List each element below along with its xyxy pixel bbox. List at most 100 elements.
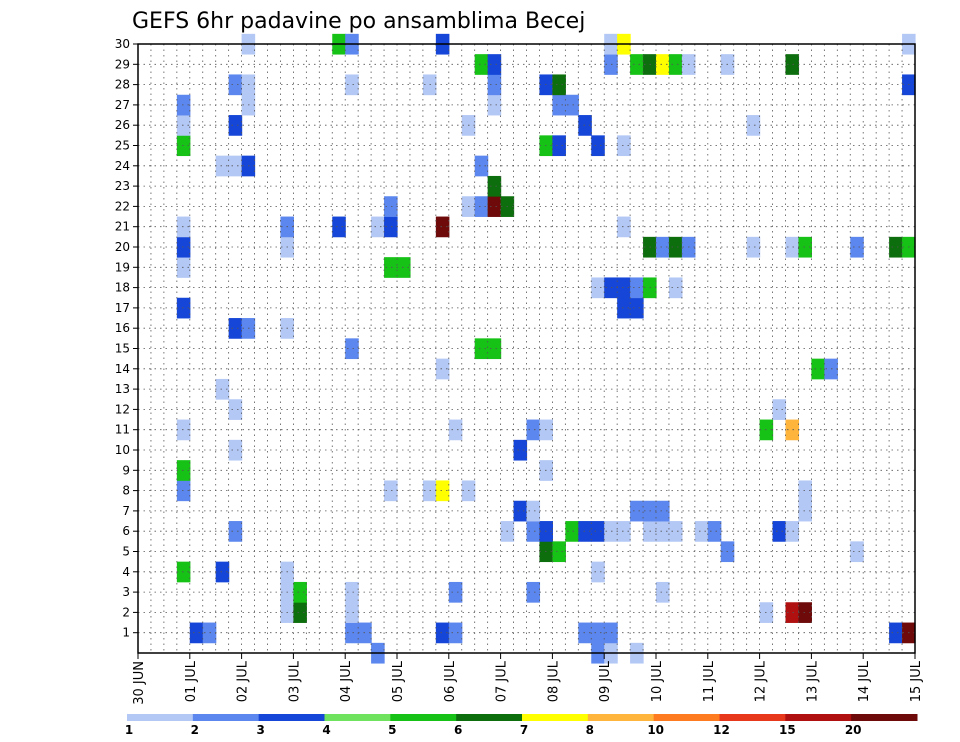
heatmap-cell — [591, 622, 605, 644]
heatmap-cell — [668, 521, 683, 542]
heatmap-cell — [176, 236, 191, 258]
y-tick-label: 26 — [115, 118, 130, 132]
heatmap-cell — [293, 602, 307, 623]
heatmap-cell — [707, 521, 722, 542]
heatmap-cell — [617, 277, 631, 299]
heatmap-cell — [591, 277, 605, 299]
x-tick-label: 10 JUL — [650, 660, 665, 702]
colorbar-swatch — [127, 714, 194, 721]
heatmap-cell — [332, 216, 346, 238]
y-tick-label: 2 — [122, 605, 130, 619]
heatmap-cell — [487, 338, 502, 360]
heatmap-cell — [215, 561, 230, 583]
heatmap-cell — [487, 196, 502, 217]
x-tick-label: 14 JUL — [857, 660, 872, 702]
y-tick-label: 13 — [115, 382, 130, 396]
heatmap-cell — [228, 74, 243, 96]
y-tick-label: 20 — [115, 240, 130, 254]
heatmap-cell — [526, 419, 541, 441]
heatmap-cell — [552, 541, 566, 563]
x-tick-label: 04 JUL — [339, 660, 354, 702]
heatmap-cell — [384, 216, 398, 238]
heatmap-cell — [228, 521, 243, 542]
heatmap-cell — [591, 135, 605, 157]
heatmap-cell — [850, 541, 864, 563]
y-tick-label: 8 — [122, 484, 130, 498]
heatmap-cell — [604, 54, 618, 75]
heatmap-cell — [487, 175, 502, 197]
x-tick-label: 02 JUL — [236, 660, 251, 702]
colorbar-swatch — [456, 714, 523, 721]
heatmap-cell — [604, 622, 618, 644]
colorbar-swatch — [192, 714, 260, 721]
heatmap-cell — [565, 94, 579, 116]
heatmap-cell — [435, 216, 450, 238]
heatmap-cell — [176, 419, 191, 441]
heatmap-cell — [228, 115, 243, 136]
heatmap-cell — [345, 338, 359, 360]
heatmap-cell — [176, 94, 191, 116]
colorbar-swatch — [587, 714, 655, 721]
heatmap-cell — [552, 135, 566, 157]
heatmap-cell — [215, 378, 230, 400]
y-tick-label: 16 — [115, 321, 130, 335]
y-tick-label: 9 — [122, 463, 130, 477]
heatmap-cell — [513, 500, 528, 522]
heatmap-cell — [656, 500, 670, 522]
heatmap-cell — [798, 480, 812, 502]
y-axis: 1234567891011121314151617181920212223242… — [115, 37, 138, 640]
y-tick-label: 19 — [115, 260, 130, 274]
heatmap-cell — [176, 135, 191, 157]
colorbar-label: 4 — [322, 723, 330, 737]
x-tick-label: 12 JUL — [754, 660, 769, 702]
colorbar-label: 6 — [454, 723, 462, 737]
heatmap-cell — [552, 74, 566, 96]
x-tick-label: 09 JUL — [598, 660, 613, 702]
heatmap-cell — [656, 521, 670, 542]
heatmap-cell — [772, 521, 787, 542]
y-tick-label: 4 — [122, 565, 130, 579]
heatmap-cell — [176, 480, 191, 502]
y-tick-label: 1 — [122, 626, 130, 640]
heatmap-cell — [176, 460, 191, 481]
heatmap-cell — [228, 155, 243, 177]
heatmap-cell — [630, 277, 644, 299]
colorbar-swatch — [785, 714, 852, 721]
colorbar-label: 5 — [388, 723, 396, 737]
heatmap-cell — [448, 581, 463, 603]
x-tick-label: 08 JUL — [546, 660, 561, 702]
heatmap-cell — [850, 236, 864, 258]
colorbar-swatch — [324, 714, 391, 721]
heatmap-cell — [487, 54, 502, 75]
heatmap-cell — [798, 236, 812, 258]
heatmap-cell — [189, 622, 204, 644]
heatmap-cell — [228, 439, 243, 461]
y-tick-label: 25 — [115, 139, 130, 153]
y-tick-label: 14 — [115, 362, 130, 376]
heatmap-cell — [591, 521, 605, 542]
heatmap-cell — [215, 155, 230, 177]
colorbar-swatch — [258, 714, 325, 721]
x-tick-label: 01 JUL — [184, 660, 199, 702]
colorbar-label: 8 — [586, 723, 594, 737]
heatmap-cell — [345, 602, 359, 623]
heatmap-cell — [526, 500, 541, 522]
y-tick-label: 27 — [115, 98, 130, 112]
y-tick-label: 17 — [115, 301, 130, 315]
y-tick-label: 30 — [115, 37, 130, 51]
heatmap-cell — [384, 257, 398, 278]
heatmap-cell — [293, 581, 307, 603]
heatmap-cell — [746, 236, 761, 258]
colorbar-label: 2 — [191, 723, 199, 737]
heatmap-cell — [228, 399, 243, 420]
heatmap-cell — [746, 115, 761, 136]
heatmap-cell — [397, 257, 411, 278]
x-axis: 30 JUN 01 JUL 02 JUL 03 JUL 04 JUL 05 JUL 06 J… — [132, 653, 924, 705]
heatmap-cell — [474, 54, 489, 75]
heatmap-cell — [694, 521, 709, 542]
heatmap-cell — [176, 115, 191, 136]
heatmap-cell — [552, 94, 566, 116]
heatmap-cell — [578, 115, 592, 136]
heatmap-cell — [889, 622, 903, 644]
